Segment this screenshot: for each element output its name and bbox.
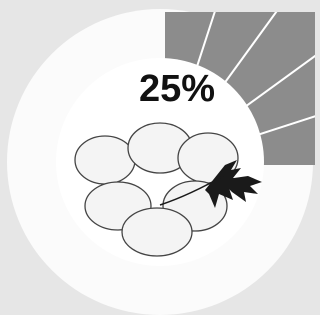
dumpling	[122, 208, 192, 256]
page: 25% (() => { const data = JSON.parse(doc…	[0, 0, 320, 315]
value-label: 25%	[139, 68, 215, 110]
chart: 25%	[0, 0, 315, 315]
dumpling	[75, 136, 135, 184]
